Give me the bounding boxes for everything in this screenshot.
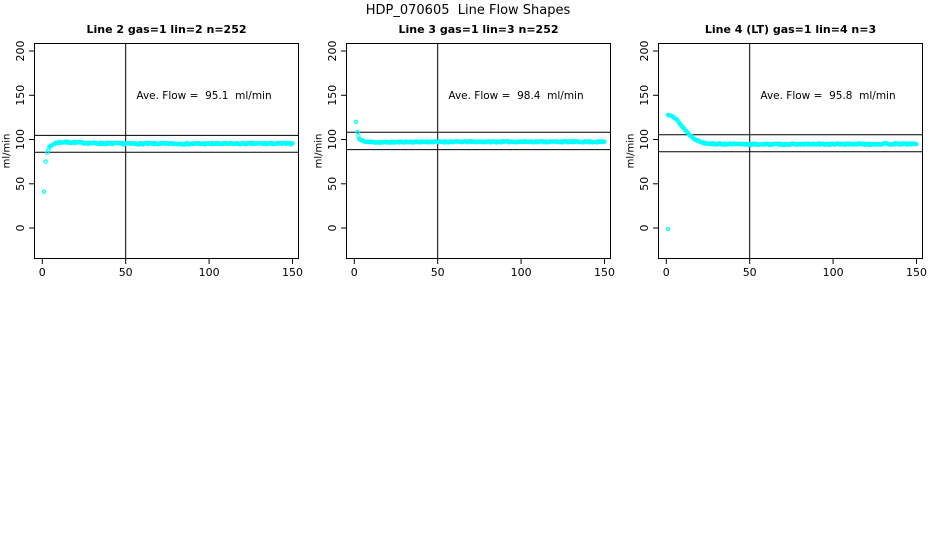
x-tick-label: 150 [906,266,927,279]
y-tick-label: 200 [326,41,339,62]
y-tick-label: 150 [638,85,651,106]
y-axis-label: ml/min [625,133,637,169]
y-axis-label: ml/min [313,133,325,169]
x-tick-label: 100 [511,266,532,279]
panel-line-2: Line 2 gas=1 lin=2 n=252 Ave. Flow = 95.… [2,23,304,280]
x-tick-label: 100 [823,266,844,279]
x-tick-label: 0 [39,266,46,279]
data-points [665,112,919,232]
y-tick-label: 150 [14,85,27,106]
ave-flow-annotation: Ave. Flow = 95.8 ml/min [760,90,896,102]
panel-title: Line 4 (LT) gas=1 lin=4 n=3 [704,23,877,36]
scatter-plot: 0 50 100 150 0 50 100 150 200 [638,41,927,280]
panel-title: Line 2 gas=1 lin=2 n=252 [86,23,247,36]
panel-line-4: Line 4 (LT) gas=1 lin=4 n=3 Ave. Flow = … [626,23,928,280]
y-tick-label: 100 [14,129,27,150]
main-title: HDP_070605 Line Flow Shapes [365,3,571,18]
x-tick-label: 150 [282,266,303,279]
y-tick-label: 200 [638,41,651,62]
data-points [353,119,607,146]
reference-lines [658,43,923,259]
ave-flow-annotation: Ave. Flow = 98.4 ml/min [448,90,584,102]
reference-lines [34,43,299,259]
x-tick-label: 150 [594,266,615,279]
plot-box [346,43,611,259]
y-axis-label: ml/min [1,133,13,169]
axes: 0 50 100 150 0 50 100 150 200 [326,41,615,280]
ave-flow-annotation: Ave. Flow = 95.1 ml/min [136,90,272,102]
y-tick-label: 150 [326,85,339,106]
panel-title: Line 3 gas=1 lin=3 n=252 [398,23,559,36]
y-tick-label: 200 [14,41,27,62]
axes: 0 50 100 150 0 50 100 150 200 [638,41,927,280]
y-tick-label: 50 [326,177,339,191]
y-tick-label: 100 [326,129,339,150]
x-tick-label: 0 [663,266,670,279]
y-tick-label: 50 [14,177,27,191]
y-tick-label: 0 [14,225,27,232]
data-points [41,139,295,194]
scatter-plot: 0 50 100 150 0 50 100 150 200 [14,41,303,280]
plot-box [34,43,299,259]
panel-line-3: Line 3 gas=1 lin=3 n=252 Ave. Flow = 98.… [314,23,616,280]
y-tick-label: 0 [638,225,651,232]
x-tick-label: 50 [743,266,757,279]
x-tick-label: 0 [351,266,358,279]
scatter-plot: 0 50 100 150 0 50 100 150 200 [326,41,615,280]
x-tick-label: 100 [199,266,220,279]
y-tick-label: 0 [326,225,339,232]
x-tick-label: 50 [431,266,445,279]
y-tick-label: 50 [638,177,651,191]
reference-lines [346,43,611,259]
y-tick-label: 100 [638,129,651,150]
plot-box [658,43,923,259]
x-tick-label: 50 [119,266,133,279]
axes: 0 50 100 150 0 50 100 150 200 [14,41,303,280]
